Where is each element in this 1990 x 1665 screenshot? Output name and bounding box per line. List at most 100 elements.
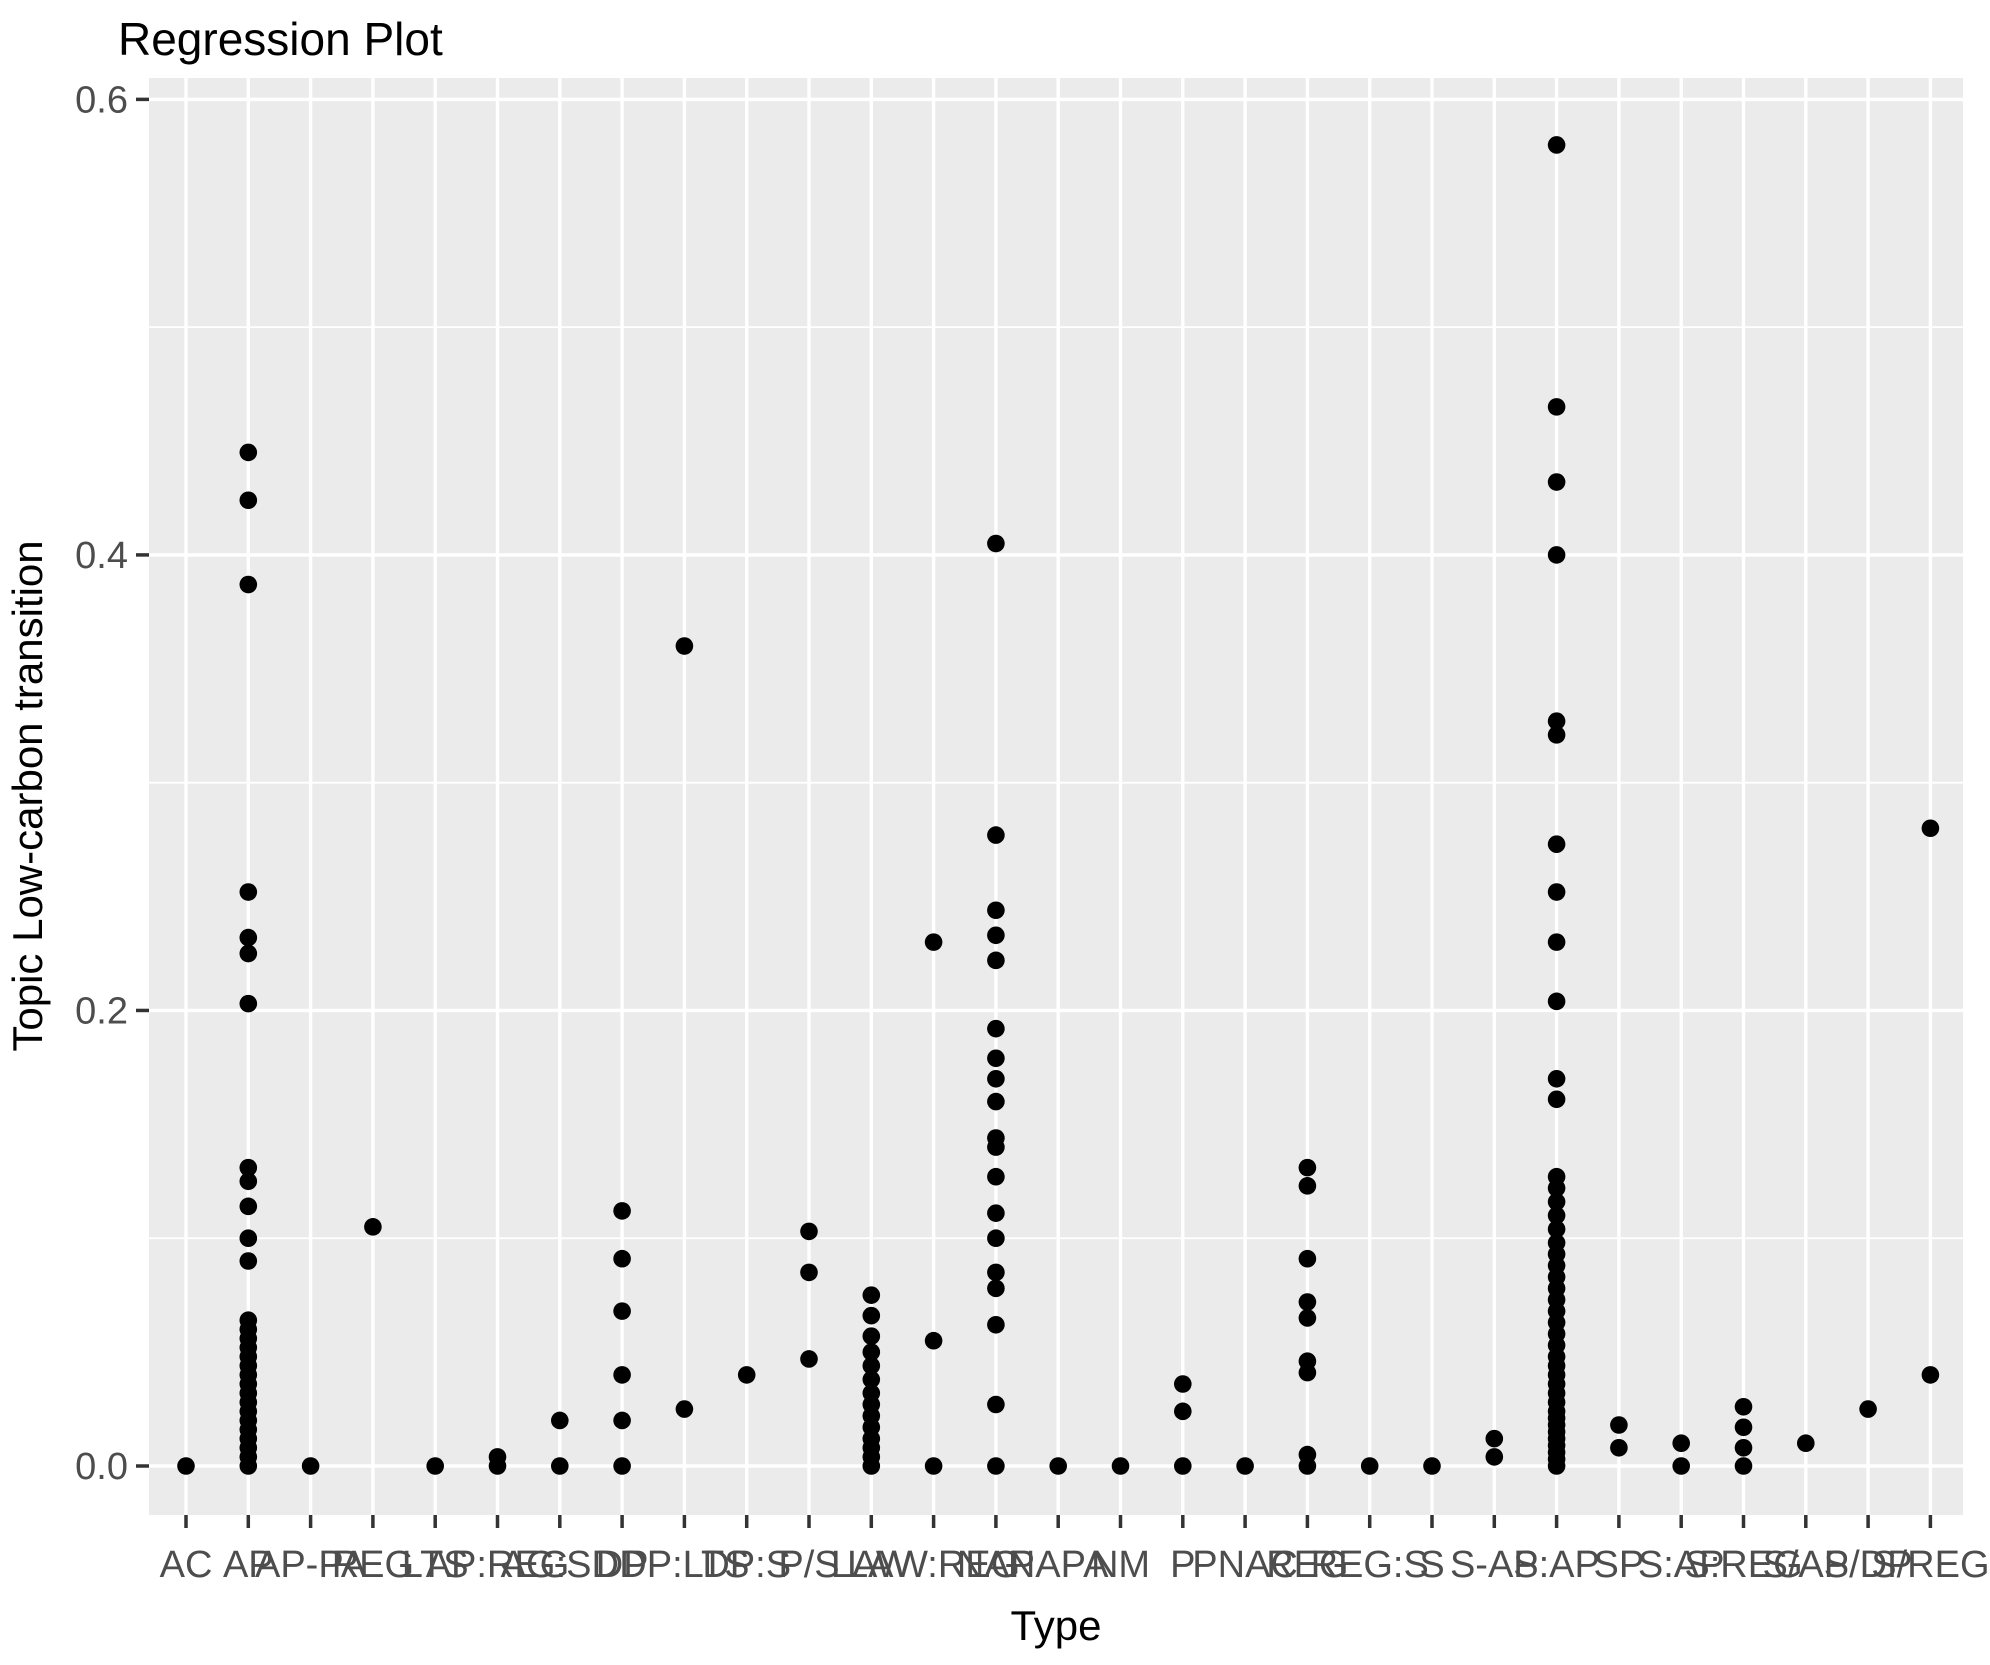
data-point: [987, 1315, 1005, 1334]
data-point: [1111, 1457, 1130, 1475]
x-tick-label: S/DP: [1824, 1544, 1913, 1586]
data-point: [1547, 835, 1566, 853]
data-point: [1360, 1457, 1379, 1475]
data-point: [987, 1019, 1005, 1038]
x-tick-label: AP:REG: [426, 1544, 570, 1586]
data-point: [987, 1204, 1005, 1222]
data-point: [613, 1411, 631, 1430]
data-point: [1547, 933, 1566, 951]
data-point: [1547, 1192, 1566, 1211]
data-point: [1547, 1090, 1566, 1109]
x-tick-label: S/AP: [1762, 1544, 1849, 1586]
data-point: [1298, 1177, 1317, 1195]
data-point: [1174, 1375, 1192, 1393]
data-point: [1921, 819, 1940, 838]
data-point: [987, 1092, 1005, 1111]
data-point: [613, 1302, 631, 1320]
data-point: [800, 1263, 818, 1282]
plot-panel: [149, 78, 1963, 1515]
x-tick-label: DP: [596, 1544, 649, 1586]
data-point: [862, 1457, 881, 1475]
data-point: [239, 944, 258, 963]
data-point: [488, 1448, 507, 1466]
x-tick-label: S/REG: [1871, 1544, 1989, 1586]
data-point: [862, 1356, 881, 1375]
data-point: [800, 1350, 818, 1368]
data-point: [1547, 1069, 1566, 1088]
data-point: [987, 901, 1005, 920]
x-tick-label: SP: [1594, 1544, 1645, 1586]
data-points: [177, 136, 1940, 1475]
data-point: [1610, 1416, 1628, 1434]
data-point: [987, 1279, 1005, 1298]
data-point: [987, 1229, 1005, 1248]
x-tick-label: PNAC: [1192, 1544, 1298, 1586]
data-point: [1547, 546, 1566, 564]
data-point: [924, 1331, 943, 1350]
y-tick-label: 0.6: [75, 79, 128, 121]
data-point: [1485, 1448, 1504, 1466]
panel-background: [149, 78, 1963, 1515]
data-point: [862, 1370, 881, 1389]
data-point: [1236, 1457, 1254, 1475]
plot-title: Regression Plot: [118, 13, 443, 65]
data-point: [1049, 1457, 1067, 1475]
data-point: [1547, 992, 1566, 1011]
x-tick-label: P/S: [778, 1544, 839, 1586]
data-point: [613, 1457, 631, 1475]
data-point: [1921, 1366, 1940, 1384]
x-tick-label: S: [1419, 1544, 1444, 1586]
data-point: [551, 1457, 569, 1475]
data-point: [1672, 1457, 1690, 1475]
data-point: [862, 1343, 881, 1361]
data-point: [239, 1229, 258, 1248]
data-point: [613, 1366, 631, 1384]
data-point: [177, 1457, 195, 1475]
y-tick-label: 0.0: [75, 1446, 128, 1488]
data-point: [987, 1263, 1005, 1282]
x-tick-label: S:AP: [1513, 1544, 1600, 1586]
data-point: [862, 1286, 881, 1304]
data-point: [737, 1366, 756, 1384]
data-point: [1610, 1438, 1628, 1457]
data-point: [675, 1400, 694, 1418]
data-point: [1298, 1158, 1317, 1177]
data-point: [1298, 1293, 1317, 1311]
x-tick-label: S-AP: [1450, 1544, 1539, 1586]
x-tick-label: REG: [1266, 1544, 1348, 1586]
data-point: [239, 928, 258, 947]
data-point: [1547, 726, 1566, 744]
data-point: [239, 1172, 258, 1191]
data-point: [1298, 1249, 1317, 1268]
data-point: [1547, 473, 1566, 491]
data-point: [1547, 1179, 1566, 1197]
axes: 0.00.20.40.6AC APAP-PAREGLTSAP:REGAG:SDDP…: [75, 79, 1989, 1586]
data-point: [239, 1252, 258, 1270]
data-point: [1547, 1457, 1566, 1475]
data-point: [239, 1197, 258, 1216]
data-point: [613, 1202, 631, 1220]
data-point: [1423, 1457, 1441, 1475]
data-point: [675, 637, 694, 655]
y-tick-label: 0.2: [75, 990, 128, 1032]
x-tick-label: REG:S: [1311, 1544, 1429, 1586]
data-point: [862, 1327, 881, 1345]
data-point: [1298, 1309, 1317, 1327]
data-point: [987, 951, 1005, 970]
data-point: [1174, 1402, 1192, 1421]
x-tick-label: AC: [160, 1544, 213, 1586]
data-point: [1547, 398, 1566, 416]
x-tick-label: AG:SD: [501, 1544, 619, 1586]
data-point: [1734, 1457, 1753, 1475]
data-point: [987, 1069, 1005, 1088]
data-point: [987, 1138, 1005, 1156]
data-point: [1734, 1397, 1753, 1416]
x-tick-label: NM: [1091, 1544, 1150, 1586]
data-point: [924, 933, 943, 951]
data-point: [862, 1306, 881, 1325]
x-tick-label: DP:S: [702, 1544, 791, 1586]
data-point: [1547, 712, 1566, 730]
data-point: [239, 491, 258, 510]
